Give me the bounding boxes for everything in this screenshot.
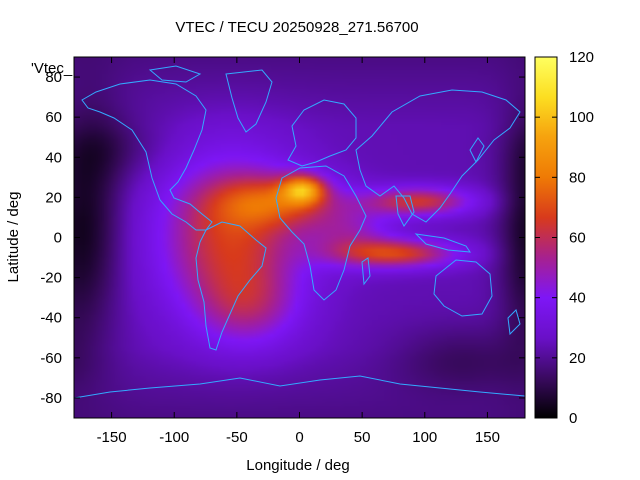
x-axis-label: Longitude / deg (246, 457, 349, 474)
colorbar-tick-label: 40 (569, 290, 586, 307)
colorbar-tick-label: 60 (569, 230, 586, 247)
coast-greenland (225, 69, 273, 133)
colorbar-tick-label: 80 (569, 169, 586, 186)
colorbar-axis: 0 20 40 60 80 100 120 (535, 49, 594, 427)
x-tick-label: 50 (354, 429, 371, 446)
colorbar (535, 57, 557, 418)
heatmap-image (74, 57, 525, 418)
coastlines (74, 65, 525, 418)
x-tick-label: -100 (159, 429, 189, 446)
coast-south-america (195, 221, 267, 351)
coast-australia (433, 259, 493, 317)
heatmap-layer (74, 57, 525, 418)
coast-europe (287, 99, 357, 167)
coast-new-zealand (507, 309, 521, 336)
coast-africa (275, 165, 367, 301)
y-tick-label: 20 (45, 189, 62, 206)
x-axis: -150 -100 -50 0 50 100 150 (97, 57, 500, 446)
coast-asia (355, 89, 521, 223)
x-tick-label: -150 (97, 429, 127, 446)
coast-se-asia-islands (414, 233, 471, 253)
y-tick-label: -20 (40, 270, 62, 287)
coast-india (395, 195, 415, 227)
colorbar-tick-label: 0 (569, 410, 577, 427)
coast-japan (469, 137, 485, 164)
colorbar-tick-label: 120 (569, 49, 594, 66)
y-tick-label: 60 (45, 109, 62, 126)
coast-arctic-islands (148, 65, 202, 83)
y-axis: -80 -60 -40 -20 0 20 40 60 80 (40, 69, 525, 407)
coast-madagascar (361, 257, 371, 286)
y-tick-label: -80 (40, 390, 62, 407)
y-axis-label: Latitude / deg (5, 192, 22, 283)
chart-title: VTEC / TECU 20250928_271.56700 (175, 19, 418, 36)
y-tick-label: 40 (45, 149, 62, 166)
x-tick-label: 150 (475, 429, 500, 446)
y-tick-label: -60 (40, 350, 62, 367)
colorbar-tick-label: 20 (569, 350, 586, 367)
coast-antarctica (74, 375, 525, 418)
y-tick-label: 0 (54, 230, 62, 247)
series-key-label: 'Vtec_ (31, 60, 73, 77)
x-tick-label: 0 (295, 429, 303, 446)
y-tick-label: 80 (45, 69, 62, 86)
x-tick-label: -50 (226, 429, 248, 446)
x-tick-label: 100 (412, 429, 437, 446)
y-tick-label: -40 (40, 310, 62, 327)
colorbar-tick-label: 100 (569, 109, 594, 126)
coast-north-america (81, 79, 213, 231)
